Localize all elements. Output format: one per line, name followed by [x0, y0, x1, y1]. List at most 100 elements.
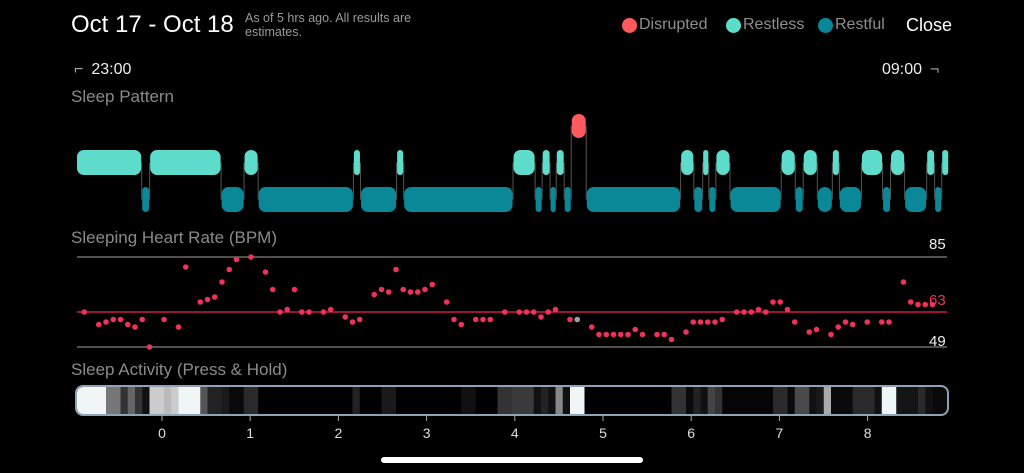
restless-segment	[150, 150, 221, 175]
activity-cell	[468, 387, 477, 414]
hr-point	[393, 266, 399, 273]
hour-tick-label: 2	[335, 425, 343, 441]
hr-point	[784, 306, 791, 313]
sleep-pattern-title: Sleep Pattern	[71, 87, 175, 106]
hr-point	[277, 309, 283, 315]
activity-cell	[113, 387, 121, 414]
hr-point	[741, 309, 747, 315]
activity-cell	[831, 387, 839, 414]
hr-point	[342, 314, 349, 320]
hr-point	[407, 289, 414, 295]
activity-cell	[287, 387, 295, 414]
activity-cell	[693, 387, 701, 414]
home-indicator[interactable]	[381, 457, 643, 463]
activity-cell	[381, 387, 390, 414]
hr-point	[262, 269, 269, 275]
close-button[interactable]: Close	[906, 15, 953, 35]
activity-cell	[533, 387, 542, 414]
start-time: 23:00	[91, 61, 132, 78]
hr-point	[697, 319, 704, 325]
hr-point	[95, 321, 102, 328]
hr-point	[349, 319, 356, 325]
activity-cell	[715, 387, 723, 414]
hr-point	[719, 316, 726, 323]
hr-point	[139, 316, 146, 323]
activity-cell	[98, 387, 107, 414]
hr-min-label: 49	[929, 333, 946, 350]
activity-cell	[294, 387, 303, 414]
restful-segment	[883, 187, 891, 212]
hr-point	[110, 316, 117, 323]
activity-cell	[222, 387, 230, 414]
hr-point	[400, 286, 407, 293]
activity-cell	[657, 387, 665, 414]
activity-cell	[367, 387, 375, 414]
activity-cell	[504, 387, 513, 414]
activity-cell	[417, 387, 426, 414]
hr-point	[922, 301, 929, 308]
activity-cell	[642, 387, 651, 414]
hr-point	[654, 331, 660, 338]
activity-cell	[896, 387, 904, 414]
activity-cell	[686, 387, 694, 414]
hr-point	[842, 319, 849, 325]
activity-cell	[280, 387, 288, 414]
hr-point	[429, 281, 436, 288]
activity-cell	[178, 387, 187, 414]
activity-cell	[272, 387, 281, 414]
activity-cell	[874, 387, 883, 414]
restful-segment	[586, 187, 681, 212]
restless-segment	[803, 150, 817, 175]
hr-point	[907, 299, 914, 305]
hr-point	[929, 301, 936, 308]
activity-cell	[171, 387, 179, 414]
hr-point	[284, 306, 291, 313]
activity-cell	[722, 387, 730, 414]
date-range-title: Oct 17 - Oct 18	[71, 11, 234, 38]
hour-tick-label: 5	[599, 425, 607, 441]
activity-cell	[758, 387, 767, 414]
hr-point	[864, 319, 871, 325]
hr-point	[182, 264, 189, 270]
activity-cell	[570, 387, 578, 414]
activity-cell	[77, 387, 85, 414]
restless-segment	[681, 150, 694, 175]
activity-cell	[185, 387, 194, 414]
restless-segment	[703, 150, 709, 175]
disrupted-segment	[571, 114, 586, 138]
hr-point	[835, 324, 842, 330]
hr-point	[574, 316, 581, 323]
hr-point	[516, 309, 523, 315]
activity-cell	[330, 387, 339, 414]
hr-point	[777, 299, 784, 305]
hr-point	[472, 316, 479, 323]
restless-segment	[353, 150, 360, 175]
legend-restless: Restless	[726, 16, 804, 34]
sleep-activity-bar[interactable]: 0 1 2 3 4 5 6 7 8	[75, 385, 949, 441]
range-start: ⌐ 23:00	[74, 61, 131, 79]
hr-point	[124, 321, 131, 328]
hr-point	[385, 289, 392, 295]
activity-cell	[388, 387, 397, 414]
restful-segment	[817, 187, 832, 212]
restful-segment	[258, 187, 353, 212]
bracket-left-icon: ⌐	[74, 61, 84, 78]
hr-point	[451, 316, 457, 323]
hour-tick-label: 0	[158, 425, 166, 441]
activity-cell	[84, 387, 92, 414]
hr-point	[487, 316, 494, 323]
hr-point	[849, 321, 856, 328]
activity-cell	[707, 387, 716, 414]
hr-point	[211, 294, 218, 300]
hr-point	[770, 299, 776, 305]
hr-point	[480, 316, 486, 323]
activity-cell	[251, 387, 259, 414]
restful-segment	[550, 187, 556, 212]
activity-cell	[461, 387, 469, 414]
activity-cell	[526, 387, 535, 414]
hr-point	[146, 344, 153, 350]
activity-cell	[628, 387, 636, 414]
activity-cell	[671, 387, 680, 414]
hr-point	[523, 309, 530, 315]
hr-point	[567, 316, 573, 323]
